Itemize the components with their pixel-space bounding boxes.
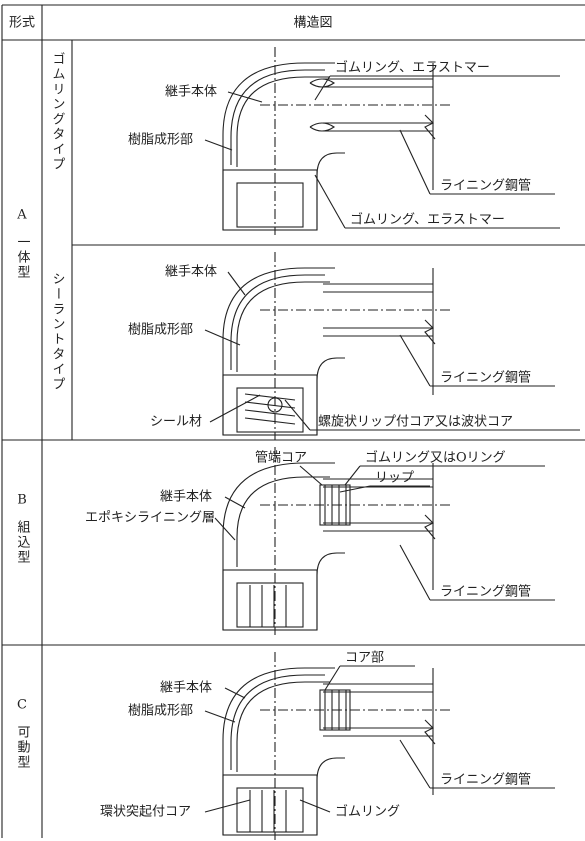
elbow-inner [236,281,330,372]
leader [314,75,331,101]
label: 螺旋状リップ付コア又は波状コア [318,415,513,430]
elbow-corner [316,152,345,230]
leader [224,687,246,699]
elbow-corner [316,552,345,630]
seal-line [244,417,296,425]
leader [299,799,331,813]
elbow-inner [236,681,330,772]
break-mark [424,719,436,745]
socket [222,169,318,231]
label: 管端コア [255,451,307,466]
seal-line [244,409,296,417]
label: ゴムリング、エラストマー [350,212,505,228]
label: 樹脂成形部 [128,704,193,719]
break-mark [424,114,436,140]
subtype-name: ゴムリングタイプ [50,52,66,172]
leader [314,174,346,229]
leader [209,394,261,423]
header-type: 形式 [9,16,35,31]
seal-line [244,401,296,409]
socket-inner [236,387,304,433]
leader [204,329,241,346]
leader [204,710,236,723]
elbow-outer [222,462,335,630]
table-lines [1,4,585,838]
rubber-ring [309,78,335,88]
label: ライニング鋼管 [440,773,531,788]
label: シール材 [150,415,202,430]
row-name: 可動型 [15,725,31,770]
label: ライニング鋼管 [440,179,531,194]
resin-band [230,69,325,165]
label: 継手本体 [165,265,217,280]
core [319,484,351,526]
break-mark [424,514,436,540]
row-code: C [17,698,27,713]
leader [399,544,431,601]
label: 環状突起付コア [100,805,191,820]
leader [324,665,341,691]
label: 継手本体 [165,85,217,100]
elbow-corner [316,757,345,835]
label: ゴムリング、エラストマー [335,60,490,76]
label: ライニング鋼管 [440,585,531,600]
rubber-ring [309,122,335,132]
socket [222,374,318,436]
leader [204,139,233,151]
socket-inner [236,182,304,228]
header-diagram: 構造図 [293,16,332,31]
row-code: B [17,493,27,508]
leader [284,399,311,431]
label: ゴムリング又はOリング [365,450,506,466]
core [319,689,351,731]
leader [399,334,431,387]
leader [344,465,361,486]
break-mark [424,319,436,345]
elbow-outer [222,267,335,435]
leader [299,465,323,486]
elbow-outer [222,62,335,230]
label: ライニング鋼管 [440,371,531,386]
label: 樹脂成形部 [128,323,193,338]
leader [339,485,371,493]
socket [222,774,318,836]
label: コア部 [345,651,384,666]
leader [399,739,431,789]
socket-inner [236,787,304,833]
elbow-outer [222,667,335,835]
label: ゴムリング [335,804,400,820]
row-name: 組込型 [15,520,31,565]
subtype-name: シーラントタイプ [50,272,65,392]
elbow-inner [236,76,330,167]
label: 継手本体 [160,490,212,505]
socket [222,569,318,631]
label: エポキシライニング層 [85,511,215,526]
leader [204,799,251,813]
row-name: 一体型 [15,235,31,280]
socket-inner [236,582,304,628]
leader [399,129,431,195]
leader [227,91,263,103]
row-code: A [16,208,27,223]
label: 樹脂成形部 [128,133,193,148]
elbow-inner [236,476,330,567]
label: リップ [375,471,414,486]
leader [224,496,246,509]
leader [214,517,236,541]
seal-line [244,393,296,401]
leader [227,271,246,296]
resin-band [230,674,325,770]
resin-band [230,274,325,370]
label: 継手本体 [160,681,212,696]
